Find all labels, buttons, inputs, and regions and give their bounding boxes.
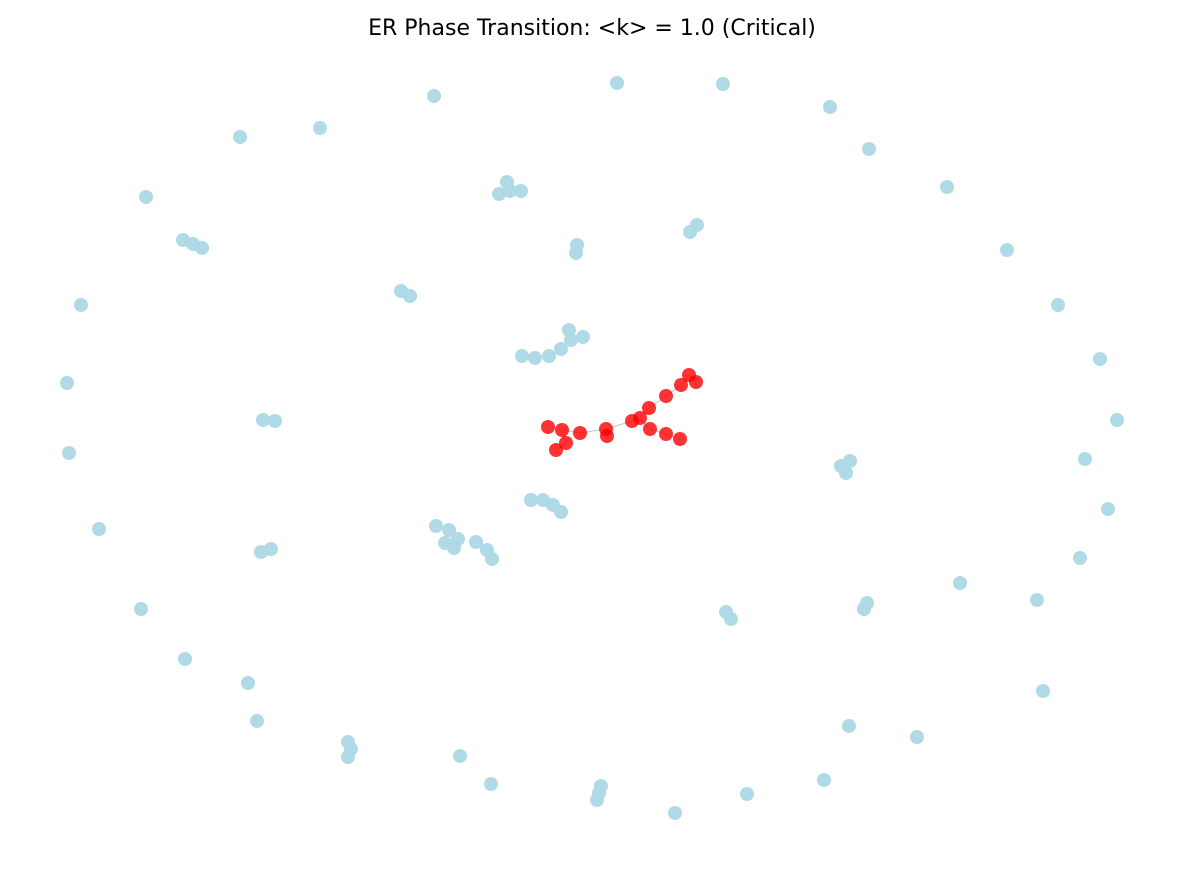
giant-component-node xyxy=(625,414,639,428)
network-node xyxy=(857,602,871,616)
network-node xyxy=(74,298,88,312)
network-node xyxy=(716,77,730,91)
giant-component-node xyxy=(674,378,688,392)
network-node xyxy=(940,180,954,194)
nodes-layer xyxy=(60,76,1124,820)
network-node xyxy=(427,89,441,103)
chart-title: ER Phase Transition: <k> = 1.0 (Critical… xyxy=(368,16,816,41)
network-node xyxy=(1078,452,1092,466)
network-node xyxy=(1030,593,1044,607)
network-node xyxy=(429,519,443,533)
network-node xyxy=(554,505,568,519)
giant-component-node xyxy=(642,401,656,415)
giant-component-node xyxy=(673,432,687,446)
network-node xyxy=(62,446,76,460)
giant-component-node xyxy=(555,423,569,437)
network-node xyxy=(576,330,590,344)
network-node xyxy=(469,535,483,549)
network-node xyxy=(610,76,624,90)
network-node xyxy=(442,523,456,537)
network-node xyxy=(313,121,327,135)
network-node xyxy=(862,142,876,156)
network-node xyxy=(528,351,542,365)
network-node xyxy=(542,349,556,363)
network-node xyxy=(453,749,467,763)
network-node xyxy=(447,541,461,555)
giant-component-node xyxy=(573,426,587,440)
network-node xyxy=(1093,352,1107,366)
network-node xyxy=(1101,502,1115,516)
network-node xyxy=(268,414,282,428)
network-node xyxy=(842,719,856,733)
network-node xyxy=(233,130,247,144)
network-node xyxy=(341,750,355,764)
giant-component-node xyxy=(541,420,555,434)
network-node xyxy=(60,376,74,390)
giant-component-node xyxy=(659,389,673,403)
network-node xyxy=(910,730,924,744)
network-node xyxy=(256,413,270,427)
network-node xyxy=(564,333,578,347)
network-node xyxy=(953,576,967,590)
network-node xyxy=(134,602,148,616)
giant-component-node xyxy=(549,443,563,457)
network-node xyxy=(839,466,853,480)
network-node xyxy=(250,714,264,728)
network-node xyxy=(514,184,528,198)
network-node xyxy=(484,777,498,791)
network-node xyxy=(740,787,754,801)
network-node xyxy=(668,806,682,820)
network-node xyxy=(92,522,106,536)
giant-component-node xyxy=(559,436,573,450)
network-node xyxy=(524,493,538,507)
network-node xyxy=(1051,298,1065,312)
network-node xyxy=(254,545,268,559)
network-node xyxy=(503,184,517,198)
giant-component-node xyxy=(659,427,673,441)
giant-component-node xyxy=(600,429,614,443)
network-node xyxy=(195,241,209,255)
network-node xyxy=(1000,243,1014,257)
network-node xyxy=(139,190,153,204)
network-node xyxy=(1036,684,1050,698)
network-node xyxy=(403,289,417,303)
network-node xyxy=(485,552,499,566)
network-node xyxy=(817,773,831,787)
network-node xyxy=(492,187,506,201)
network-node xyxy=(554,342,568,356)
network-node xyxy=(515,349,529,363)
network-node xyxy=(683,225,697,239)
network-node xyxy=(1110,413,1124,427)
network-node xyxy=(590,793,604,807)
network-node xyxy=(178,652,192,666)
network-node xyxy=(823,100,837,114)
giant-component-node xyxy=(689,375,703,389)
network-node xyxy=(569,246,583,260)
network-node xyxy=(1073,551,1087,565)
giant-component-node xyxy=(643,422,657,436)
network-node xyxy=(241,676,255,690)
network-node xyxy=(724,612,738,626)
